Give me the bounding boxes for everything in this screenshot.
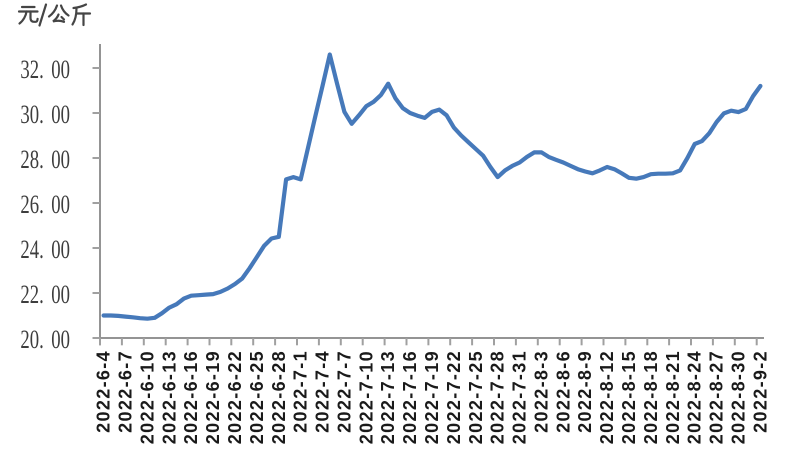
svg-text:2022-7-31: 2022-7-31 (510, 350, 530, 444)
svg-text:30. 00: 30. 00 (20, 100, 70, 129)
svg-text:2022-7-16: 2022-7-16 (400, 350, 420, 444)
svg-text:26. 00: 26. 00 (20, 190, 70, 219)
svg-text:2022-6-16: 2022-6-16 (181, 350, 201, 444)
svg-text:2022-7-13: 2022-7-13 (378, 350, 398, 444)
svg-text:2022-7-19: 2022-7-19 (422, 350, 442, 444)
svg-text:2022-7-7: 2022-7-7 (334, 350, 354, 433)
svg-text:2022-8-12: 2022-8-12 (597, 350, 617, 444)
svg-text:2022-7-10: 2022-7-10 (356, 350, 376, 444)
svg-text:2022-8-9: 2022-8-9 (575, 350, 595, 433)
svg-text:2022-8-3: 2022-8-3 (532, 350, 552, 433)
svg-text:2022-8-6: 2022-8-6 (553, 350, 573, 433)
svg-text:2022-9-2: 2022-9-2 (750, 350, 770, 433)
svg-text:2022-6-4: 2022-6-4 (94, 350, 114, 433)
svg-text:2022-6-10: 2022-6-10 (137, 350, 157, 444)
svg-text:2022-6-25: 2022-6-25 (247, 350, 267, 444)
svg-text:28. 00: 28. 00 (20, 145, 70, 174)
svg-text:2022-6-19: 2022-6-19 (203, 350, 223, 444)
svg-text:32. 00: 32. 00 (20, 55, 70, 84)
svg-text:2022-6-13: 2022-6-13 (159, 350, 179, 444)
svg-text:20. 00: 20. 00 (20, 325, 70, 354)
svg-text:2022-6-22: 2022-6-22 (225, 350, 245, 444)
svg-text:2022-8-30: 2022-8-30 (729, 350, 749, 444)
svg-text:2022-7-28: 2022-7-28 (488, 350, 508, 444)
svg-text:22. 00: 22. 00 (20, 280, 70, 309)
svg-text:2022-7-22: 2022-7-22 (444, 350, 464, 444)
svg-text:2022-8-24: 2022-8-24 (685, 350, 705, 444)
svg-text:2022-8-18: 2022-8-18 (641, 350, 661, 444)
svg-text:2022-8-15: 2022-8-15 (619, 350, 639, 444)
svg-text:24. 00: 24. 00 (20, 235, 70, 264)
svg-text:2022-8-21: 2022-8-21 (663, 350, 683, 444)
svg-text:2022-6-7: 2022-6-7 (116, 350, 136, 433)
svg-text:2022-6-28: 2022-6-28 (269, 350, 289, 444)
svg-text:2022-7-4: 2022-7-4 (313, 350, 333, 433)
svg-text:2022-8-27: 2022-8-27 (707, 350, 727, 444)
svg-text:2022-7-1: 2022-7-1 (291, 350, 311, 433)
svg-text:2022-7-25: 2022-7-25 (466, 350, 486, 444)
